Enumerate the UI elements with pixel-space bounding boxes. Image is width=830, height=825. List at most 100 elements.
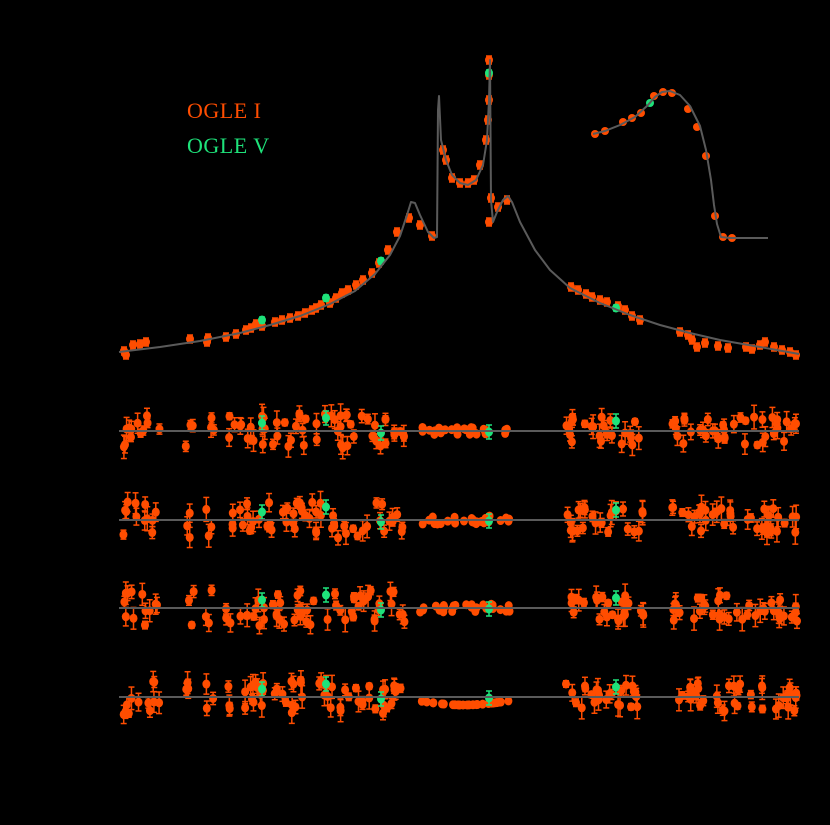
residual-ogle-i-point [299, 435, 308, 456]
data-point [791, 419, 800, 429]
data-point [680, 415, 689, 425]
residual-ogle-i-point [241, 700, 250, 715]
data-point [738, 614, 747, 624]
data-point [719, 420, 728, 430]
residual-panel-2 [119, 490, 801, 549]
data-point [330, 415, 339, 425]
data-point [720, 706, 729, 716]
residual-ogle-i-point [693, 593, 702, 603]
data-point [720, 432, 729, 442]
residual-ogle-i-point [593, 677, 602, 703]
data-point [372, 436, 381, 446]
data-point [265, 498, 274, 508]
data-point [724, 343, 732, 353]
residual-ogle-i-point [390, 427, 399, 442]
data-point [736, 679, 745, 689]
data-point [430, 429, 439, 439]
data-point [377, 517, 385, 527]
residual-ogle-i-point [149, 670, 158, 693]
data-point [255, 621, 264, 631]
residual-ogle-i-point [336, 403, 345, 429]
residual-ogle-i-point [630, 525, 639, 539]
residual-ogle-i-point [678, 507, 687, 518]
ogle-i-point [416, 220, 424, 230]
data-point [595, 431, 604, 441]
data-point [699, 696, 708, 706]
data-point [775, 611, 784, 621]
data-point [330, 521, 339, 531]
data-point [592, 592, 601, 602]
residual-ogle-i-point [680, 413, 689, 427]
data-point [598, 592, 607, 602]
residual-ogle-i-point [181, 440, 190, 453]
residual-ogle-i-point [400, 614, 409, 629]
data-point [621, 428, 630, 438]
data-point [678, 508, 687, 518]
residual-ogle-v-point [322, 410, 330, 426]
data-point [188, 421, 197, 431]
ogle-i-point [344, 285, 352, 295]
data-point [722, 591, 731, 601]
data-point [243, 499, 252, 509]
data-point [201, 612, 210, 622]
data-point [207, 585, 216, 595]
data-point [606, 511, 615, 521]
residual-ogle-i-point [243, 497, 252, 511]
data-point [140, 620, 149, 630]
data-point [390, 681, 399, 691]
residual-ogle-i-point [472, 700, 481, 710]
residual-ogle-i-point [202, 700, 211, 717]
data-point [268, 600, 277, 610]
residual-ogle-i-point [354, 601, 363, 611]
data-point [588, 511, 597, 521]
residual-ogle-v-point [612, 679, 620, 695]
data-point [142, 337, 150, 347]
data-point [417, 696, 426, 706]
residual-ogle-i-point [708, 503, 717, 526]
data-point [396, 683, 405, 693]
data-point [690, 614, 699, 624]
data-point [299, 440, 308, 450]
residual-ogle-i-point [792, 612, 801, 630]
data-point [149, 677, 158, 687]
residual-ogle-i-point [604, 526, 613, 537]
residual-ogle-i-point [202, 496, 211, 523]
data-point [465, 700, 474, 710]
residual-ogle-i-point [204, 523, 213, 548]
residual-ogle-i-point [372, 432, 381, 450]
residual-ogle-i-point [331, 588, 340, 600]
main-panel-data [118, 55, 800, 360]
residual-ogle-i-point [370, 610, 379, 632]
data-point [136, 339, 144, 349]
data-point [416, 220, 424, 230]
residual-ogle-i-point [437, 699, 446, 709]
data-point [351, 683, 360, 693]
residual-ogle-i-point [243, 428, 252, 449]
ogle-i-point [761, 337, 769, 347]
data-point [623, 524, 632, 534]
residual-ogle-i-point [747, 701, 756, 713]
residual-panels [119, 403, 801, 725]
data-point [764, 511, 773, 521]
residual-ogle-i-point [719, 420, 728, 430]
residual-ogle-i-point [242, 611, 251, 621]
residual-ogle-i-point [312, 433, 321, 447]
data-point [249, 612, 258, 622]
residual-ogle-i-point [138, 582, 147, 607]
data-point [241, 703, 250, 713]
data-point [236, 421, 245, 431]
data-point [181, 441, 190, 451]
data-point [774, 701, 783, 711]
residual-ogle-i-point [202, 673, 211, 695]
data-point [772, 526, 781, 536]
data-point [354, 601, 363, 611]
residual-ogle-i-point [224, 680, 233, 693]
residual-ogle-i-point [257, 693, 266, 718]
data-point [430, 519, 439, 529]
data-point [776, 595, 785, 605]
residual-ogle-i-point [357, 408, 366, 424]
data-point [322, 502, 330, 512]
model-curve [118, 59, 800, 355]
data-point [431, 601, 440, 611]
residual-ogle-i-point [623, 522, 632, 536]
